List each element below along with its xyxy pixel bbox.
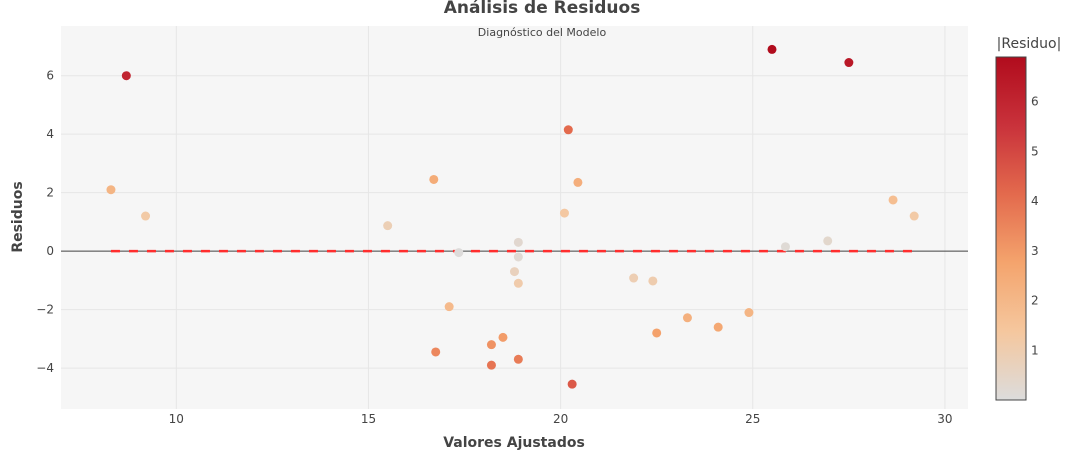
- x-tick-label-2: 20: [553, 412, 568, 426]
- x-tick-labels: 10 15 20 25 30: [169, 412, 953, 426]
- y-axis-title: Residuos: [10, 181, 26, 252]
- data-point-12: [513, 237, 523, 247]
- data-point-0: [106, 185, 116, 195]
- data-point-8: [486, 340, 496, 350]
- data-point-20: [629, 273, 639, 283]
- data-point-19: [573, 177, 583, 187]
- y-tick-label-4: 4: [46, 127, 54, 141]
- data-point-27: [780, 242, 790, 252]
- x-axis-title: Valores Ajustados: [443, 435, 585, 450]
- data-point-31: [909, 211, 919, 221]
- data-point-7: [454, 248, 464, 258]
- data-point-11: [510, 267, 519, 277]
- plot-background: [61, 26, 968, 409]
- data-point-24: [713, 322, 723, 332]
- colorbar: [995, 56, 1027, 401]
- data-point-25: [744, 308, 754, 318]
- data-point-30: [888, 195, 898, 205]
- data-point-14: [513, 278, 523, 288]
- x-tick-label-0: 10: [169, 412, 184, 426]
- data-point-22: [652, 328, 662, 338]
- data-point-21: [648, 276, 658, 286]
- grid-lines: [61, 26, 968, 409]
- data-point-5: [431, 347, 441, 357]
- x-tick-label-1: 15: [361, 412, 376, 426]
- data-point-9: [486, 360, 496, 370]
- points-group: [106, 44, 919, 389]
- colorbar-ticks: 1 2 3 4 5 6: [1031, 95, 1039, 358]
- y-tick-label-1: −2: [36, 303, 54, 317]
- data-point-13: [513, 252, 523, 262]
- y-tick-labels: −4 −2 0 2 4 6: [36, 69, 54, 375]
- data-point-6: [444, 302, 454, 312]
- colorbar-tick-label-1: 2: [1031, 294, 1039, 308]
- data-point-23: [682, 313, 692, 323]
- colorbar-tick-label-0: 1: [1031, 343, 1039, 357]
- data-point-2: [141, 211, 151, 221]
- data-point-3: [383, 221, 393, 231]
- y-tick-label-5: 6: [46, 69, 54, 83]
- x-tick-label-3: 25: [745, 412, 760, 426]
- x-tick-label-4: 30: [937, 412, 952, 426]
- data-point-18: [567, 379, 577, 389]
- chart-subtitle: Diagnóstico del Modelo: [478, 26, 607, 39]
- data-point-10: [498, 332, 508, 342]
- data-point-29: [844, 58, 854, 68]
- colorbar-tick-label-4: 5: [1031, 144, 1039, 158]
- data-point-26: [767, 44, 777, 54]
- data-point-17: [563, 125, 573, 135]
- colorbar-tick-label-3: 4: [1031, 194, 1039, 208]
- y-tick-label-2: 0: [46, 244, 54, 258]
- colorbar-title: |Residuo|: [997, 36, 1062, 52]
- data-point-15: [513, 354, 523, 364]
- colorbar-tick-label-5: 6: [1031, 95, 1039, 109]
- chart-title: Análisis de Residuos: [444, 0, 641, 18]
- data-point-16: [559, 208, 569, 218]
- y-tick-label-3: 2: [46, 186, 54, 200]
- colorbar-tick-label-2: 3: [1031, 244, 1039, 258]
- y-tick-label-0: −4: [36, 361, 54, 375]
- data-point-1: [121, 71, 131, 81]
- data-point-28: [823, 236, 833, 246]
- data-point-4: [429, 174, 439, 184]
